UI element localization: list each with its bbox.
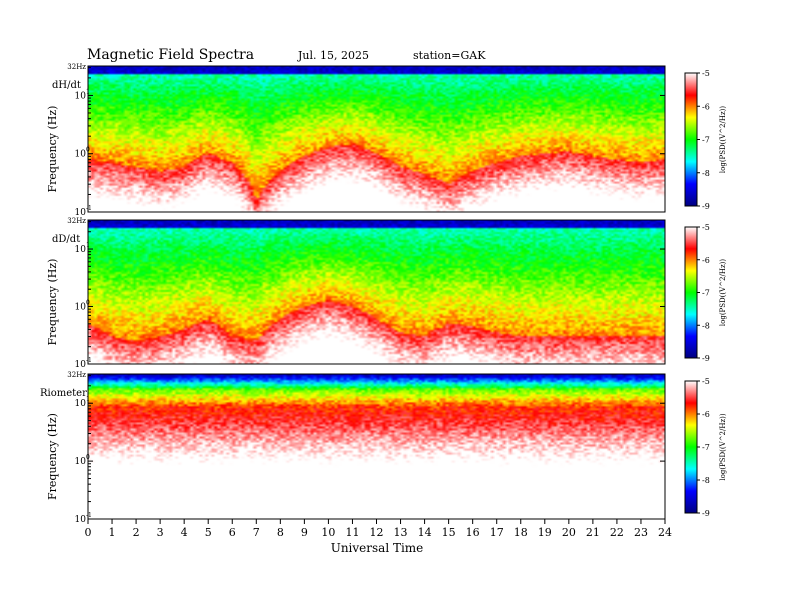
colorbar-tick-label: -9 — [702, 354, 710, 363]
colorbar-tick-label: -8 — [702, 476, 710, 485]
spectrogram-image-0 — [88, 66, 665, 212]
x-tick-label-20: 20 — [562, 526, 576, 539]
date-label: Jul. 15, 2025 — [297, 49, 369, 62]
y-tick-label-2-2: 10 — [75, 457, 87, 467]
x-tick-label-9: 9 — [301, 526, 308, 539]
colorbar-scale-1 — [684, 226, 698, 359]
y-axis-label-0: Frequency (Hz) — [46, 106, 59, 193]
x-tick-label-11: 11 — [345, 526, 359, 539]
colorbar-label-1: log(PSD((V^2/Hz)) — [719, 259, 727, 327]
y-axis-label-2: Frequency (Hz) — [46, 413, 59, 500]
colorbar-scale-0 — [684, 72, 698, 207]
y-tick-label-1-3: 10 — [75, 360, 87, 370]
panel-label-0: dH/dt — [52, 80, 81, 91]
colorbar-tick-label: -6 — [702, 410, 710, 419]
colorbar-tick-label: -9 — [702, 509, 710, 518]
panel-frame-0 — [87, 65, 666, 213]
colorbar-label-2: log(PSD((V^2/Hz)) — [719, 413, 727, 481]
y-tick-exp-1-2: 0 — [86, 300, 90, 307]
chart-title: Magnetic Field Spectra — [87, 47, 254, 63]
x-tick-label-16: 16 — [466, 526, 480, 539]
x-tick-label-22: 22 — [610, 526, 624, 539]
y-tick-exp-2-2: 0 — [86, 454, 90, 461]
x-tick-label-19: 19 — [538, 526, 552, 539]
colorbar-scale-2 — [684, 380, 698, 514]
colorbar-tick-label: -7 — [702, 289, 710, 298]
colorbar-1: -5 -6 -7 -8 -9 log(PSD((V^2/Hz)) — [684, 223, 727, 363]
x-tick-label-24: 24 — [658, 526, 672, 539]
x-tick-label-2: 2 — [133, 526, 140, 539]
x-tick-label-5: 5 — [205, 526, 212, 539]
colorbar-0: -5 -6 -7 -8 -9 log(PSD((V^2/Hz)) — [684, 69, 727, 211]
x-tick-label-10: 10 — [321, 526, 335, 539]
x-tick-label-1: 1 — [109, 526, 116, 539]
x-tick-label-21: 21 — [586, 526, 600, 539]
y-tick-label-0-3: 10 — [75, 208, 87, 218]
panel-label-1: dD/dt — [52, 234, 80, 245]
colorbar-2: -5 -6 -7 -8 -9 log(PSD((V^2/Hz)) — [684, 377, 727, 518]
x-tick-label-15: 15 — [442, 526, 456, 539]
x-tick-label-3: 3 — [157, 526, 164, 539]
y-tick-label-1-2: 10 — [75, 303, 87, 313]
y-tick-label-1-0: 32Hz — [67, 217, 86, 225]
y-tick-label-1-1: 10 — [75, 245, 87, 255]
y-tick-exp-2-3: -1 — [86, 512, 92, 519]
y-tick-exp-2-1: 1 — [86, 396, 90, 403]
colorbar-tick-label: -5 — [702, 223, 710, 232]
colorbar-label-0: log(PSD((V^2/Hz)) — [719, 106, 727, 174]
y-tick-label-2-3: 10 — [75, 515, 87, 525]
station-label: station=GAK — [413, 49, 486, 62]
colorbar-tick-label: -6 — [702, 256, 710, 265]
x-tick-label-13: 13 — [394, 526, 408, 539]
colorbar-tick-label: -5 — [702, 69, 710, 78]
y-tick-label-0-0: 32Hz — [67, 63, 86, 71]
x-tick-label-18: 18 — [514, 526, 528, 539]
colorbar-tick-label: -7 — [702, 443, 710, 452]
spectrogram-image-1 — [88, 220, 665, 364]
panel-frame-1 — [87, 219, 666, 365]
y-tick-label-2-1: 10 — [75, 399, 87, 409]
y-tick-label-2-0: 32Hz — [67, 371, 86, 379]
x-tick-label-8: 8 — [277, 526, 284, 539]
time-axis: 0 1 2 3 4 5 6 7 8 9 10 11 12 13 14 15 16 17 18 19 20 21 22 23 24 — [85, 519, 672, 539]
x-tick-label-6: 6 — [229, 526, 236, 539]
y-tick-exp-1-3: -1 — [86, 357, 92, 364]
colorbar-tick-label: -6 — [702, 102, 710, 111]
y-tick-exp-0-3: -1 — [86, 205, 92, 212]
y-tick-label-0-1: 10 — [75, 91, 87, 101]
x-tick-label-4: 4 — [181, 526, 188, 539]
x-tick-label-0: 0 — [85, 526, 92, 539]
colorbars: -5 -6 -7 -8 -9 log(PSD((V^2/Hz)) -5 -6 -7 -8 -9 log… — [684, 69, 727, 518]
x-tick-label-23: 23 — [634, 526, 648, 539]
x-tick-label-12: 12 — [370, 526, 384, 539]
x-tick-label-14: 14 — [418, 526, 432, 539]
colorbar-tick-label: -8 — [702, 321, 710, 330]
y-tick-label-0-2: 10 — [75, 150, 87, 160]
x-axis-label: Universal Time — [331, 541, 424, 555]
y-tick-exp-1-1: 1 — [86, 242, 90, 249]
spectrogram-image-2 — [88, 374, 665, 519]
colorbar-tick-label: -8 — [702, 169, 710, 178]
x-tick-label-7: 7 — [253, 526, 260, 539]
y-axis-label-1: Frequency (Hz) — [46, 259, 59, 346]
y-tick-exp-0-2: 0 — [86, 147, 90, 154]
y-tick-exp-0-1: 1 — [86, 88, 90, 95]
colorbar-tick-label: -7 — [702, 136, 710, 145]
panel-label-2: Riometer — [40, 388, 87, 399]
colorbar-tick-label: -5 — [702, 377, 710, 386]
colorbar-tick-label: -9 — [702, 202, 710, 211]
x-tick-label-17: 17 — [490, 526, 504, 539]
